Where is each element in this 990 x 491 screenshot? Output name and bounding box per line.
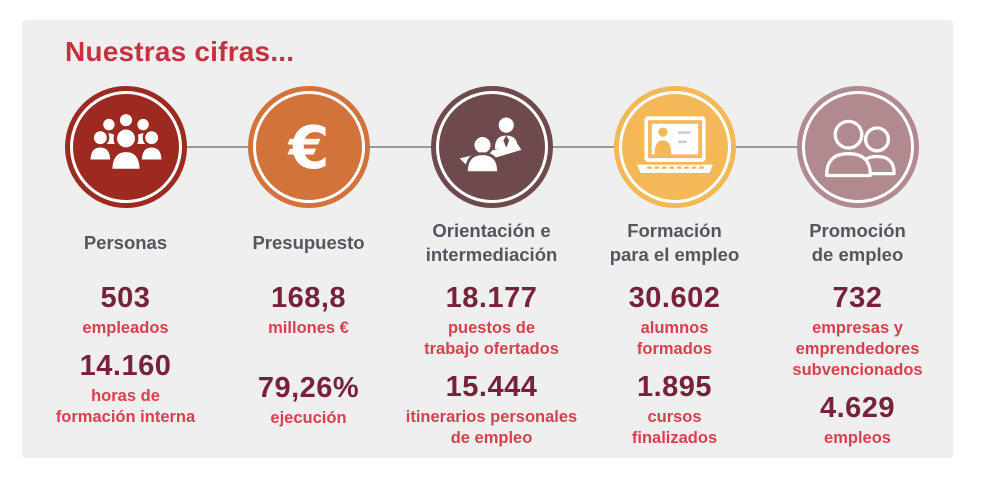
column-label: Presupuesto [252, 231, 365, 253]
stat-description: empleos [824, 429, 891, 448]
stat-columns: Personas 503 empleados 14.160 horas de f… [34, 86, 949, 449]
stat-column: Orientación e intermediación 18.177 pues… [400, 86, 583, 449]
stat-block: 1.895 cursos finalizados [631, 371, 718, 449]
stat-value: 14.160 [79, 350, 172, 382]
stat-description: empresas y emprendedores subvencionados [792, 318, 923, 380]
stat-value: 503 [100, 282, 151, 314]
stat-column: Promoción de empleo 732 empresas y empre… [766, 86, 949, 449]
orientacion-circle [430, 86, 553, 208]
stat-value: 30.602 [628, 282, 721, 314]
column-label: Orientación e intermediación [425, 219, 558, 265]
stat-block: 18.177 puestos de trabajo ofertados [424, 282, 559, 360]
stat-description: cursos finalizados [631, 408, 718, 448]
page-title: Nuestras cifras... [65, 36, 295, 67]
people-group-icon [87, 111, 164, 173]
stat-value: 79,26% [257, 372, 360, 404]
stat-description: alumnos formados [636, 318, 713, 358]
stat-block: 4.629 empleos [819, 392, 896, 449]
stat-column: Formación para el empleo 30.602 alumnos … [583, 86, 766, 449]
formacion-circle [613, 86, 736, 208]
stat-block: 732 empresas y emprendedores subvenciona… [792, 282, 923, 381]
euro-icon: € [286, 113, 329, 182]
column-label: Formación para el empleo [609, 219, 740, 265]
stat-block: 168,8 millones € [268, 282, 349, 339]
stat-block: 79,26% ejecución [257, 372, 360, 429]
column-label: Personas [83, 231, 168, 253]
stat-block: 14.160 horas de formación interna [55, 350, 196, 428]
promocion-circle [796, 86, 919, 208]
svg-text:€: € [286, 113, 329, 182]
stat-description: millones € [268, 318, 349, 337]
stat-column: Personas 503 empleados 14.160 horas de f… [34, 86, 217, 449]
stat-description: itinerarios personales de empleo [405, 408, 578, 448]
personas-circle [64, 86, 187, 208]
stat-block: 30.602 alumnos formados [628, 282, 721, 360]
laptop-learning-icon [636, 116, 713, 173]
counseling-icon [459, 117, 521, 175]
stat-value: 732 [832, 282, 883, 314]
stat-block: 15.444 itinerarios personales de empleo [405, 371, 578, 449]
column-label: Promoción de empleo [809, 219, 906, 265]
infographic-panel: Nuestras cifras... [22, 20, 953, 458]
stat-column: € Presupuesto 168,8 millones € 79,26% ej… [217, 86, 400, 449]
stat-description: horas de formación interna [55, 386, 196, 426]
stat-value: 168,8 [270, 282, 347, 314]
stat-value: 15.444 [445, 371, 538, 404]
couple-outline-icon [824, 119, 896, 178]
stat-description: empleados [82, 318, 169, 337]
stat-value: 1.895 [636, 371, 713, 404]
stat-value: 4.629 [819, 392, 896, 425]
stat-value: 18.177 [445, 282, 538, 314]
stat-description: puestos de trabajo ofertados [424, 318, 559, 358]
presupuesto-circle: € [247, 86, 370, 208]
stat-block: 503 empleados [82, 282, 169, 339]
stat-description: ejecución [270, 408, 347, 427]
